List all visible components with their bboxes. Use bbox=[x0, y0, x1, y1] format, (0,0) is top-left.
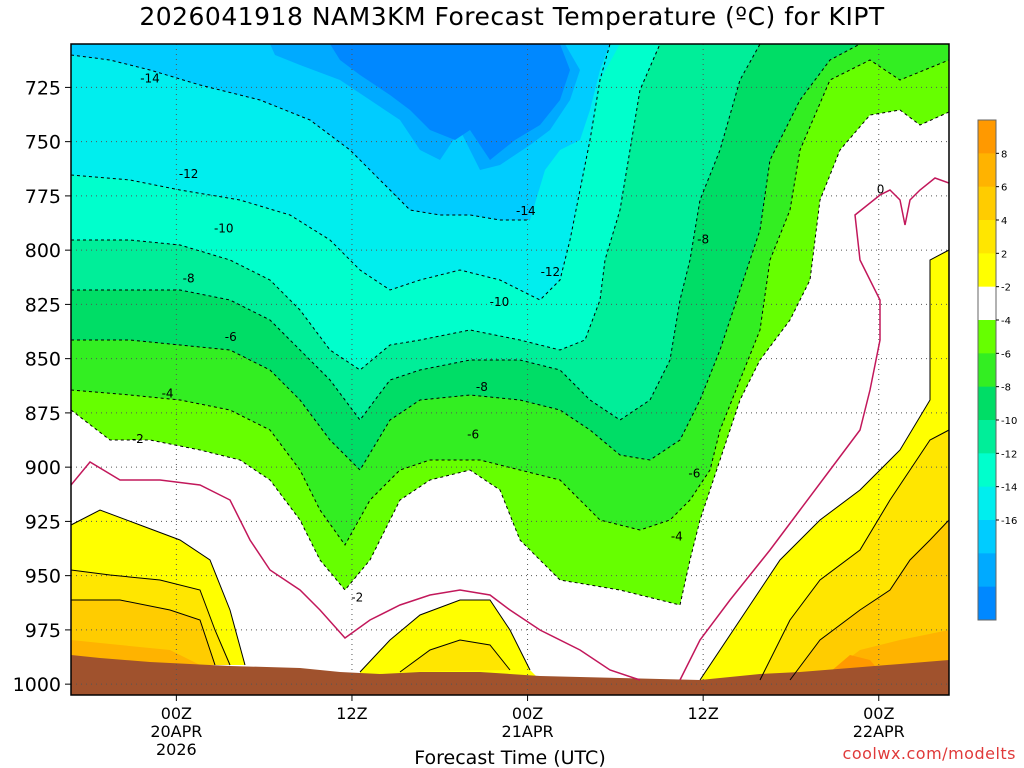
contour-label: -8 bbox=[697, 232, 709, 246]
chart-title: 2026041918 NAM3KM Forecast Temperature (… bbox=[139, 2, 885, 31]
contour-label: -14 bbox=[140, 72, 160, 86]
contour-label: -6 bbox=[225, 330, 237, 344]
colorbar-label: -10 bbox=[1001, 416, 1017, 427]
contour-label: -6 bbox=[688, 467, 700, 481]
x-tick-label: 00Z bbox=[161, 704, 192, 723]
y-tick-label: 850 bbox=[25, 349, 61, 371]
contour-label: -8 bbox=[476, 380, 488, 394]
colorbar-label: -16 bbox=[1001, 516, 1017, 527]
colorbar-label: -8 bbox=[1001, 383, 1011, 394]
contour-label: -4 bbox=[671, 530, 683, 544]
contour-label: -4 bbox=[162, 386, 174, 400]
contour-label: -6 bbox=[467, 428, 479, 442]
colorbar-swatch bbox=[978, 120, 996, 154]
y-tick-label: 900 bbox=[25, 457, 61, 479]
contour-lines bbox=[71, 44, 949, 606]
x-tick-label: 00Z bbox=[863, 704, 894, 723]
contour-label: -10 bbox=[214, 221, 234, 235]
x-tick-label: 12Z bbox=[336, 704, 367, 723]
x-tick-label: 20APR bbox=[150, 722, 202, 741]
colorbar-swatch bbox=[978, 320, 996, 354]
y-axis: 725 750 775 800 825 850 875 900 925 950 975 1000 bbox=[13, 77, 71, 696]
contour-label: -10 bbox=[490, 295, 510, 309]
colorbar-label: 4 bbox=[1001, 216, 1007, 227]
contour-label: -12 bbox=[179, 167, 199, 181]
colorbar-swatch bbox=[978, 453, 996, 488]
colorbar-swatch bbox=[978, 520, 996, 554]
colorbar-swatch bbox=[978, 220, 996, 254]
y-tick-label: 800 bbox=[25, 240, 61, 262]
contour-label: -2 bbox=[351, 590, 363, 604]
warm-contour-lines bbox=[71, 249, 949, 681]
y-tick-label: 925 bbox=[25, 511, 61, 533]
colorbar-swatch bbox=[978, 186, 996, 221]
colorbar-label: -2 bbox=[1001, 283, 1011, 294]
colorbar-label: -6 bbox=[1001, 349, 1011, 360]
y-tick-label: 825 bbox=[25, 294, 61, 316]
colorbar-label: 6 bbox=[1001, 183, 1007, 194]
colorbar-swatch bbox=[978, 353, 996, 388]
contour-label: -12 bbox=[541, 265, 561, 279]
colorbar: 8 6 4 2 -2 -4 -6 -8 -10 -12 -14 -16 bbox=[977, 119, 1017, 621]
contour-label: -2 bbox=[132, 432, 144, 446]
colorbar-label: -12 bbox=[1001, 449, 1017, 460]
colorbar-swatch bbox=[978, 486, 996, 521]
x-tick-label: 2026 bbox=[156, 740, 197, 759]
colorbar-label: 2 bbox=[1001, 249, 1007, 260]
colorbar-swatch bbox=[978, 386, 996, 421]
colorbar-swatch bbox=[978, 153, 996, 188]
y-tick-label: 1000 bbox=[13, 674, 61, 696]
contour-label: -8 bbox=[183, 271, 195, 285]
temperature-fill-layer bbox=[71, 44, 949, 695]
colorbar-label: 8 bbox=[1001, 149, 1007, 160]
y-tick-label: 875 bbox=[25, 403, 61, 425]
colorbar-swatch bbox=[978, 420, 996, 454]
colorbar-label: -4 bbox=[1001, 316, 1011, 327]
y-tick-label: 975 bbox=[25, 620, 61, 642]
y-tick-label: 950 bbox=[25, 566, 61, 588]
y-tick-label: 750 bbox=[25, 132, 61, 154]
colorbar-frame bbox=[977, 119, 997, 621]
x-tick-label: 21APR bbox=[502, 722, 554, 741]
y-tick-label: 725 bbox=[25, 77, 61, 99]
x-tick-label: 00Z bbox=[512, 704, 543, 723]
plot-frame bbox=[70, 43, 950, 696]
colorbar-swatch bbox=[978, 586, 996, 621]
contour-labels: -14 -12 -10 -8 -6 -4 -2 -2 -14 -12 -10 -8 -6 -8 -6 -4 0 bbox=[132, 72, 885, 605]
x-axis-label: Forecast Time (UTC) bbox=[414, 747, 605, 768]
colorbar-label: -14 bbox=[1001, 483, 1017, 494]
contour-label: -14 bbox=[516, 204, 536, 218]
contour-label: 0 bbox=[877, 182, 885, 196]
freezing-line bbox=[71, 177, 949, 681]
colorbar-swatch bbox=[978, 253, 996, 288]
colorbar-swatch bbox=[978, 553, 996, 588]
credit-link[interactable]: coolwx.com/modelts bbox=[842, 744, 1016, 763]
x-tick-label: 12Z bbox=[687, 704, 718, 723]
grid-lines bbox=[71, 44, 949, 695]
y-tick-label: 775 bbox=[25, 186, 61, 208]
x-tick-label: 22APR bbox=[853, 722, 905, 741]
colorbar-swatch bbox=[978, 286, 996, 321]
